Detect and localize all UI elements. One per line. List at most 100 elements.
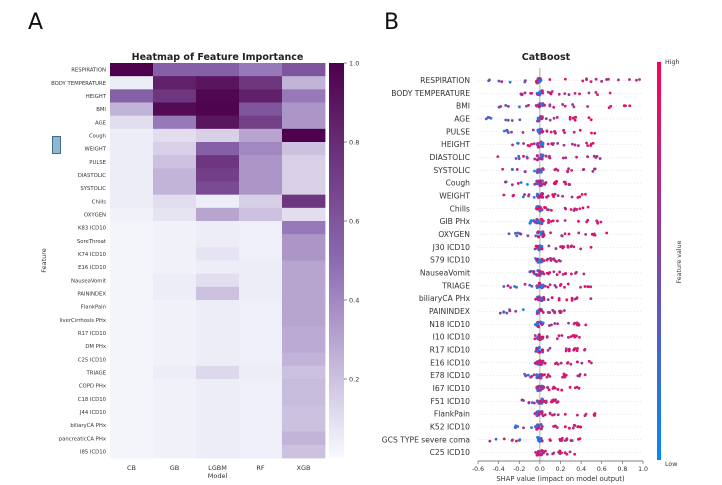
shap-point: [548, 118, 552, 122]
shap-point: [607, 106, 611, 110]
heatmap-cell: [110, 392, 154, 406]
shap-point: [513, 426, 517, 429]
shap-point: [567, 335, 570, 339]
shap-point: [563, 425, 567, 429]
shap-point: [511, 143, 514, 147]
shap-x-tick-label: 1.0: [638, 466, 648, 473]
shap-point: [540, 103, 544, 107]
heatmap-cell: [282, 339, 326, 354]
heatmap-cell: [196, 247, 240, 261]
heatmap-cell: [239, 247, 283, 261]
shap-point: [570, 244, 573, 248]
shap-point: [549, 259, 553, 262]
heatmap-cell: [110, 365, 154, 380]
shap-point: [605, 78, 608, 81]
heatmap-row-label: Chills: [92, 199, 106, 205]
shap-x-tick-label: 0.0: [535, 466, 545, 473]
shap-point: [546, 386, 549, 390]
shap-point: [567, 167, 570, 171]
shap-point: [530, 284, 534, 288]
shap-point: [538, 156, 542, 160]
heatmap-title: Heatmap of Feature Importance: [132, 52, 304, 63]
shap-point: [573, 207, 577, 211]
shap-point: [519, 181, 523, 184]
heatmap-cell: [153, 207, 197, 222]
shap-point: [529, 91, 533, 95]
shap-point: [596, 221, 600, 225]
shap-point: [526, 183, 529, 186]
shap-point: [502, 437, 506, 441]
shap-point: [533, 272, 536, 276]
shap-point: [537, 145, 541, 149]
shap-point: [561, 272, 565, 276]
shap-point: [569, 362, 573, 366]
shap-point: [543, 373, 546, 377]
shap-point: [578, 207, 582, 211]
shap-point: [556, 141, 560, 145]
shap-point: [497, 105, 501, 109]
heatmap-row-label: Cough: [89, 133, 106, 139]
heatmap-cell: [239, 300, 283, 314]
shap-point: [526, 373, 530, 377]
heatmap-cell: [282, 313, 326, 327]
shap-point: [546, 194, 550, 198]
shap-x-tick-label: 0.4: [576, 466, 586, 473]
shap-x-tick-label: 0.2: [556, 466, 566, 473]
shap-point: [535, 373, 539, 376]
shap-point: [556, 322, 560, 326]
shap-point: [506, 118, 510, 122]
shap-point: [591, 170, 595, 173]
shap-point: [587, 116, 591, 120]
heatmap-cell: [110, 168, 154, 182]
shap-point: [589, 118, 593, 122]
shap-point: [628, 78, 631, 81]
shap-point: [537, 311, 541, 315]
shap-point: [582, 167, 586, 171]
shap-point: [586, 155, 590, 159]
shap-point: [584, 323, 588, 327]
shap-point: [539, 221, 543, 225]
shap-point: [592, 413, 596, 417]
shap-point: [540, 230, 544, 234]
heatmap-cell: [153, 221, 197, 235]
heatmap-cell: [196, 286, 240, 301]
shap-point: [502, 285, 506, 288]
shap-point: [573, 91, 577, 95]
shap-point: [564, 207, 568, 211]
shap-point: [576, 360, 579, 364]
shap-point: [539, 376, 543, 380]
shap-point: [564, 347, 568, 351]
shap-point: [535, 412, 538, 416]
shap-point: [553, 130, 557, 134]
heatmap-cell: [153, 379, 197, 393]
shap-point: [577, 144, 580, 148]
heatmap-cell: [282, 128, 326, 143]
shap-point: [530, 401, 534, 405]
heatmap-cell: [153, 300, 197, 314]
shap-point: [525, 155, 529, 159]
shap-point: [574, 115, 578, 119]
heatmap-cell: [239, 89, 283, 103]
heatmap-row-label: BMI: [96, 107, 106, 113]
heatmap-cell: [110, 181, 154, 196]
shap-point: [510, 119, 514, 122]
shap-x-tick-label: -0.6: [472, 466, 484, 473]
heatmap-cell: [282, 102, 326, 117]
shap-point: [567, 93, 571, 96]
heatmap-cell: [239, 444, 283, 459]
shap-point: [532, 196, 536, 199]
shap-point: [558, 259, 562, 263]
shap-point: [532, 401, 536, 405]
shap-point: [556, 219, 559, 223]
shap-point: [546, 90, 550, 94]
heatmap-cell: [282, 89, 326, 103]
heatmap-cell: [282, 247, 326, 261]
shap-point: [537, 350, 542, 354]
shap-point: [536, 230, 540, 234]
shap-point: [572, 130, 576, 134]
heatmap-cell: [239, 155, 283, 169]
shap-point: [560, 388, 564, 392]
shap-point: [584, 412, 588, 416]
selection-marker[interactable]: [52, 136, 61, 154]
shap-point: [562, 143, 566, 147]
